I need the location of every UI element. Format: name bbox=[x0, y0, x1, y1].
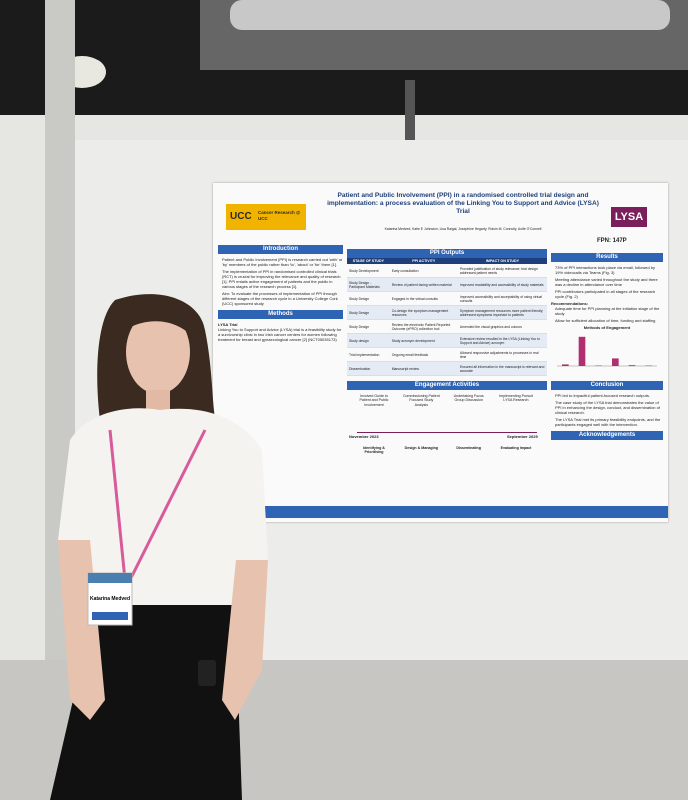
list-item: Aim: To evaluate the processes of implem… bbox=[222, 291, 338, 306]
section-heading: Results bbox=[551, 253, 663, 262]
section-heading: Introduction bbox=[218, 245, 343, 254]
table-cell: Ensured all information in the manuscrip… bbox=[457, 361, 547, 376]
table-cell: Improved accessibility and acceptability… bbox=[457, 291, 547, 306]
list-item: The LYSA Trial met its primary feasibili… bbox=[555, 417, 661, 427]
timeline-end: September 2025 bbox=[507, 434, 538, 439]
chart-bar bbox=[628, 365, 636, 366]
table-row: Study Design Engaged in the virtual consu… bbox=[347, 291, 547, 306]
list-item: 73% of PPI interactions took place via e… bbox=[555, 265, 656, 275]
table-row: Study design Study acronym development Ext… bbox=[347, 333, 547, 348]
section-heading: Conclusion bbox=[551, 381, 663, 390]
chart-bar bbox=[562, 364, 569, 366]
left-column: Introduction Patient and Public Involvem… bbox=[218, 245, 343, 342]
fpn: FPN: 147P bbox=[597, 238, 627, 244]
table-cell: Study Design - Participant Materials bbox=[347, 277, 390, 292]
table-header: STAGE OF STUDY bbox=[347, 258, 390, 264]
cancer-research-text: Cancer Research @ UCC bbox=[258, 210, 301, 221]
table-cell: Allowed responsive adjustments to proces… bbox=[457, 347, 547, 362]
poster-title: Patient and Public Involvement (PPI) in … bbox=[327, 192, 599, 215]
lysa-logo: LYSA bbox=[611, 207, 647, 227]
section-heading: Methods bbox=[218, 310, 343, 319]
badge-name: Katarina Medved bbox=[90, 596, 130, 602]
section-heading: Acknowledgements bbox=[551, 431, 663, 440]
list-item: Meeting attendance varied throughout the… bbox=[555, 277, 658, 287]
right-column: Results 73% of PPI interactions took pla… bbox=[551, 253, 663, 440]
middle-column: PPI Outputs STAGE OF STUDY PPI ACTIVITY IM… bbox=[347, 249, 547, 480]
section-heading: Engagement Activities bbox=[347, 381, 547, 390]
table-cell: Study Design bbox=[347, 305, 390, 320]
table-cell: Symptom management resources more patien… bbox=[457, 305, 547, 320]
table-cell: Manuscript review bbox=[389, 361, 458, 376]
table-cell: Review the electronic Patient Reported O… bbox=[389, 319, 458, 334]
list-item: PPI led to impactful patient-focused res… bbox=[555, 393, 650, 398]
table-cell: Study Design bbox=[347, 319, 390, 334]
chart-bar bbox=[578, 336, 586, 366]
timeline: Involved Guide to Patient and Public Inv… bbox=[347, 390, 547, 480]
table-row: Trial implementation Ongoing email feedba… bbox=[347, 347, 547, 362]
section-heading: PPI Outputs bbox=[347, 249, 547, 258]
timeline-item: Undertaking Focus Group Discussion bbox=[453, 394, 484, 403]
ucc-text: UCC bbox=[230, 211, 252, 222]
list-item: Patient and Public Involvement (PPI) is … bbox=[222, 257, 343, 267]
table-cell: Early consultation bbox=[389, 264, 458, 278]
table-cell: Study design bbox=[347, 333, 390, 348]
timeline-item: Disseminating bbox=[456, 446, 481, 450]
table-cell: Review of patient facing written materia… bbox=[389, 277, 458, 292]
table-cell: Co-design the symptom management resourc… bbox=[389, 305, 458, 320]
timeline-item: Commissioning Patient Focused Study Anal… bbox=[402, 394, 440, 407]
poster: UCC Cancer Research @ UCC Patient and Pu… bbox=[213, 183, 668, 522]
table-row: Study Development Early consultation Provi… bbox=[347, 264, 547, 278]
table-cell: Amended the visual graphics and colours bbox=[457, 319, 547, 334]
chart-title: Methods of Engagement bbox=[583, 325, 631, 330]
timeline-item: Implementing Pursuit LYSA Research bbox=[499, 394, 533, 403]
list-item: Allow for sufficient allocation of time,… bbox=[555, 318, 656, 323]
table-row: Dissemination Manuscript review Ensured al… bbox=[347, 361, 547, 376]
paragraph: Linking You to Support and Advice (LYSA)… bbox=[218, 327, 342, 342]
table-header: IMPACT ON STUDY bbox=[457, 258, 547, 264]
timeline-start: November 2023 bbox=[349, 434, 379, 439]
timeline-item: Evaluating Impact bbox=[500, 446, 532, 450]
list-item: PPI contributors participated in all sta… bbox=[555, 289, 656, 299]
table-cell: Improved readability and accessibility o… bbox=[457, 277, 547, 292]
table-cell: Engaged in the virtual consults bbox=[389, 291, 458, 306]
table-cell: Trial implementation bbox=[347, 347, 390, 362]
subheading: Recommendations: bbox=[551, 301, 589, 306]
chart-bar bbox=[612, 358, 619, 366]
table-cell: Dissemination bbox=[347, 361, 390, 376]
table-cell: Study Development bbox=[347, 264, 390, 278]
table-cell: Ongoing email feedback bbox=[389, 347, 458, 362]
subheading: LYSA Trial bbox=[218, 322, 238, 327]
table-cell: Provided justification of study relevanc… bbox=[457, 264, 547, 278]
table-row: Study Design Co-design the symptom manage… bbox=[347, 305, 547, 320]
timeline-item: Identifying & Prioritising bbox=[363, 446, 385, 455]
table-row: Study Design Review the electronic Patien… bbox=[347, 319, 547, 334]
engagement-chart bbox=[557, 336, 657, 367]
ppi-table: STAGE OF STUDY PPI ACTIVITY IMPACT ON STUD… bbox=[347, 258, 547, 376]
list-item: The implementation of PPI in randomised … bbox=[222, 269, 341, 289]
timeline-item: Design & Managing bbox=[404, 446, 438, 450]
authors: Katarina Medved, Katie E Johnston, Lisa … bbox=[384, 227, 542, 231]
table-header: PPI ACTIVITY bbox=[389, 258, 458, 264]
ucc-logo: UCC Cancer Research @ UCC bbox=[226, 204, 306, 230]
table-cell: Extensive review resulted in the LYSA (L… bbox=[457, 333, 547, 348]
list-item: Adequate time for PPI planning at the in… bbox=[555, 306, 660, 316]
table-row: Study Design - Participant Materials Revi… bbox=[347, 277, 547, 292]
table-cell: Study acronym development bbox=[389, 333, 458, 348]
list-item: The case study of the LYSA trial demonst… bbox=[555, 400, 660, 415]
table-cell: Study Design bbox=[347, 291, 390, 306]
timeline-item: Involved Guide to Patient and Public Inv… bbox=[359, 394, 389, 407]
